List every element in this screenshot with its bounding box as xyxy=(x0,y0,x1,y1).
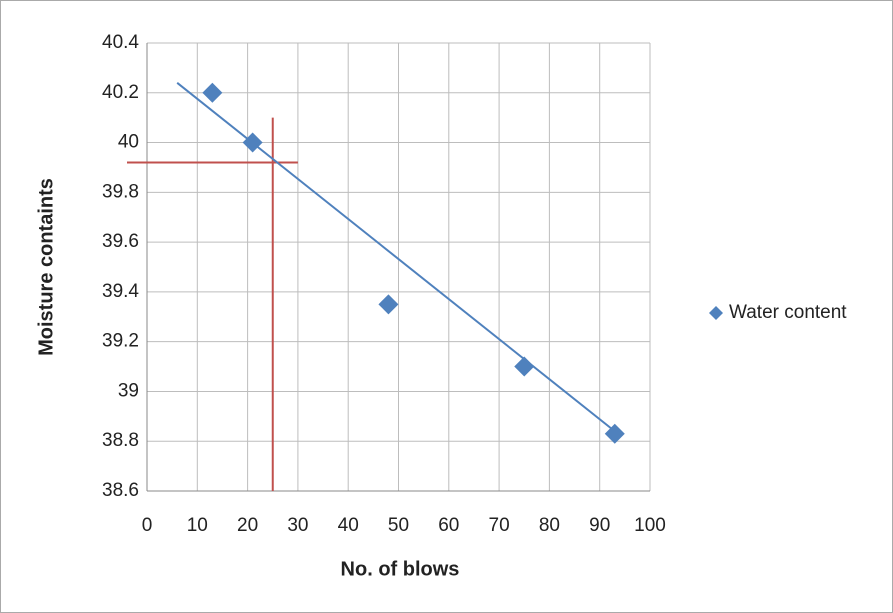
x-tick-label: 10 xyxy=(187,515,208,536)
y-tick-label: 39.8 xyxy=(102,181,139,202)
y-tick-label: 39.2 xyxy=(102,331,139,352)
x-tick-label: 30 xyxy=(287,515,308,536)
y-tick-label: 39 xyxy=(118,380,139,401)
chart: No. of blows Moisture containts 38.6 38.8… xyxy=(0,0,893,613)
x-axis-title: No. of blows xyxy=(341,558,460,580)
x-tick-label: 60 xyxy=(438,515,459,536)
x-tick-label: 0 xyxy=(142,515,153,536)
x-tick-label: 50 xyxy=(388,515,409,536)
legend-label: Water content xyxy=(729,302,847,323)
x-tick-label: 100 xyxy=(634,515,666,536)
y-axis-title: Moisture containts xyxy=(35,178,57,356)
x-tick-label: 80 xyxy=(539,515,560,536)
y-tick-label: 40.4 xyxy=(102,32,139,53)
y-tick-label: 40 xyxy=(118,132,139,153)
x-tick-label: 20 xyxy=(237,515,258,536)
y-tick-label: 40.2 xyxy=(102,82,139,103)
x-tick-label: 90 xyxy=(589,515,610,536)
y-tick-label: 39.4 xyxy=(102,281,139,302)
y-tick-label: 39.6 xyxy=(102,231,139,252)
y-tick-label: 38.6 xyxy=(102,480,139,501)
y-tick-label: 38.8 xyxy=(102,430,139,451)
x-tick-label: 70 xyxy=(489,515,510,536)
x-tick-label: 40 xyxy=(338,515,359,536)
